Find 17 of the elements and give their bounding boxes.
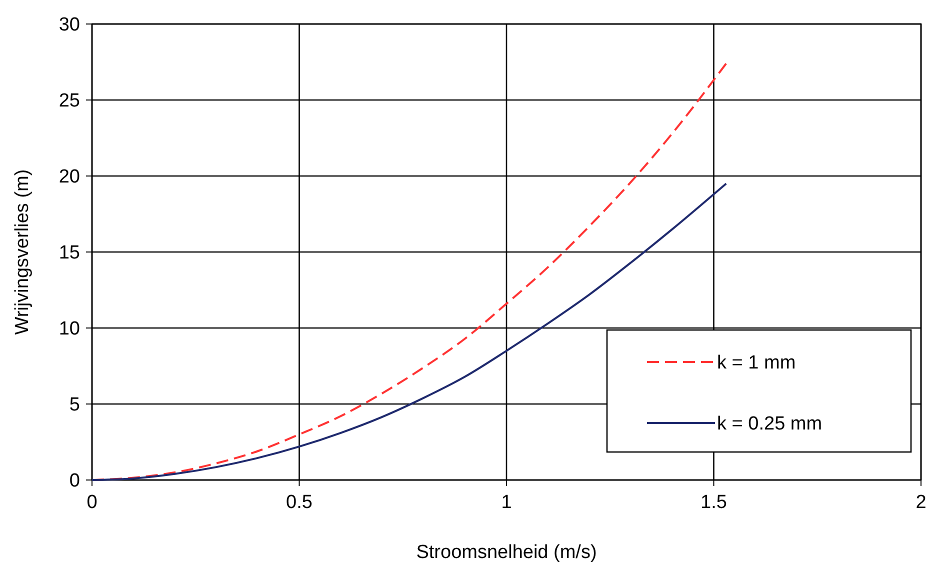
y-axis-title: Wrijvingsverlies (m) bbox=[12, 169, 33, 335]
y-tick-label: 20 bbox=[58, 166, 80, 188]
y-tick-label: 10 bbox=[58, 318, 80, 340]
y-tick-label: 5 bbox=[69, 394, 80, 416]
y-tick-label: 25 bbox=[58, 90, 80, 112]
y-tick-label: 15 bbox=[58, 242, 80, 264]
x-tick-label: 2 bbox=[916, 492, 926, 513]
y-tick-label: 0 bbox=[69, 470, 80, 492]
x-tick-label: 0.5 bbox=[286, 492, 312, 513]
line-series bbox=[91, 182, 728, 481]
x-tick-label: 0 bbox=[86, 492, 98, 513]
legend-label: k = 1 mm bbox=[717, 352, 796, 374]
x-tick-label: 1.5 bbox=[700, 492, 727, 513]
x-axis-title: Stroomsnelheid (m/s) bbox=[416, 542, 597, 563]
y-tick-label: 30 bbox=[58, 14, 80, 36]
x-tick-label: 1 bbox=[501, 492, 512, 513]
legend-label: k = 0.25 mm bbox=[717, 414, 822, 435]
